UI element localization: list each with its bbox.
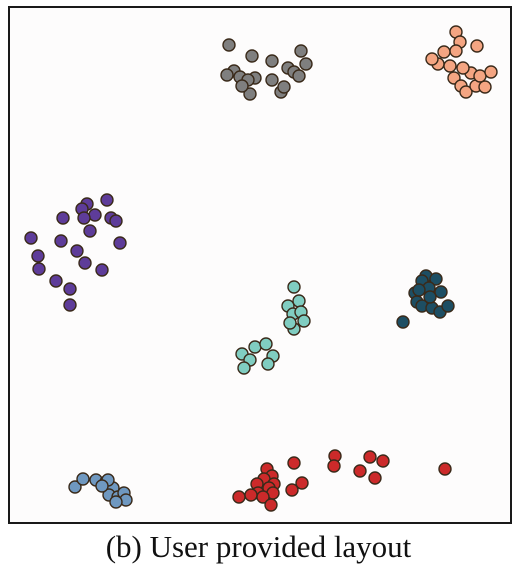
data-point [31,249,45,263]
data-point [109,495,123,509]
data-point [243,87,257,101]
data-point [237,361,251,375]
data-point [292,69,306,83]
data-point [425,52,439,66]
data-point [95,263,109,277]
data-point [70,244,84,258]
data-point [437,45,451,59]
data-point [438,462,452,476]
data-point [368,471,382,485]
data-point [287,280,301,294]
plot-area [8,6,512,524]
data-point [443,59,457,73]
data-point [423,290,437,304]
data-point [77,211,91,225]
data-point [248,340,262,354]
data-point [292,294,306,308]
series-1 [220,38,313,101]
data-point [220,68,234,82]
data-point [265,54,279,68]
data-point [261,357,275,371]
data-point [363,450,377,464]
data-point [68,480,82,494]
data-point [449,44,463,58]
data-point [459,85,473,99]
data-point [113,236,127,250]
data-point [88,208,102,222]
data-point [283,316,297,330]
data-point [232,490,246,504]
data-point [63,298,77,312]
data-point [222,38,236,52]
data-point [376,454,390,468]
data-point [100,193,114,207]
data-point [235,79,249,93]
data-point [95,479,109,493]
data-point [24,231,38,245]
data-point [441,299,455,313]
data-point [83,224,97,238]
data-point [470,39,484,53]
data-point [109,214,123,228]
data-point [287,456,301,470]
data-point [473,69,487,83]
data-point [76,472,90,486]
series-6 [68,472,133,509]
data-point [434,285,448,299]
data-point [297,314,311,328]
data-point [277,80,291,94]
data-point [54,234,68,248]
data-point [295,476,309,490]
series-3 [24,193,127,312]
data-point [294,44,308,58]
points-layer [24,25,498,512]
data-point [56,211,70,225]
data-point [49,274,63,288]
data-point [259,337,273,351]
series-2 [425,25,498,99]
data-point [244,488,258,502]
data-point [63,282,77,296]
data-point [478,80,492,94]
data-point [327,459,341,473]
data-point [456,61,470,75]
series-5 [396,269,455,329]
scatter-plot [24,25,498,512]
data-point [396,315,410,329]
data-point [484,65,498,79]
data-point [32,262,46,276]
series-7 [232,449,452,512]
figure-caption: (b) User provided layout [105,529,412,564]
data-point [264,498,278,512]
series-4 [235,280,311,375]
data-point [78,256,92,270]
data-point [285,483,299,497]
data-point [429,272,443,286]
data-point [353,464,367,478]
data-point [245,49,259,63]
data-point [299,57,313,71]
data-point [412,283,426,297]
data-point [265,73,279,87]
